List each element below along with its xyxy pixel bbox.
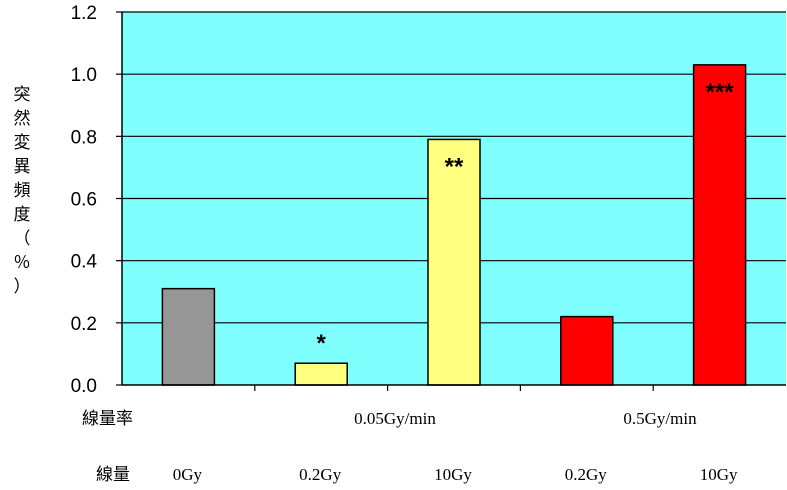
y-tick-label: 0.6	[71, 190, 97, 211]
significance-marker: ***	[706, 79, 735, 106]
y-axis-label-char: 変	[14, 133, 31, 153]
y-axis-label-char: ％	[14, 253, 31, 273]
y-axis-label-char: 然	[14, 109, 31, 129]
y-axis-label-char: （	[14, 229, 31, 249]
dose-label: 0.2Gy	[299, 465, 342, 484]
significance-markers: ******	[317, 79, 735, 357]
dose-label: 10Gy	[700, 465, 738, 484]
y-tick-label: 0.0	[71, 376, 97, 397]
significance-marker: *	[317, 330, 327, 357]
y-tick-label: 0.8	[71, 127, 97, 148]
dose-label: 10Gy	[434, 465, 472, 484]
y-tick-label: 1.2	[71, 3, 97, 24]
y-tick-label: 0.4	[71, 252, 98, 273]
y-axis-tick-labels: 0.0 0.2 0.4 0.6 0.8 1.0 1.2	[71, 3, 122, 397]
significance-marker: **	[445, 153, 464, 180]
bar	[560, 315, 614, 386]
dose-row-label: 線量	[96, 465, 130, 485]
y-axis-label-char: 異	[14, 157, 31, 177]
y-tick-label: 0.2	[71, 314, 97, 335]
bars	[161, 64, 747, 386]
x-axis-ticks	[254, 385, 654, 391]
dose-labels: 0Gy 0.2Gy 10Gy 0.2Gy 10Gy	[173, 465, 738, 484]
y-axis-label-char: 度	[14, 205, 31, 225]
dose-rate-label-high: 0.5Gy/min	[623, 409, 697, 428]
bar	[692, 64, 747, 386]
bar	[161, 287, 216, 386]
dose-label: 0.2Gy	[565, 465, 608, 484]
y-tick-label: 1.0	[71, 65, 97, 86]
dose-label: 0Gy	[173, 465, 203, 484]
bar	[427, 138, 481, 386]
dose-rate-row-label: 線量率	[82, 409, 133, 429]
dose-rate-label-low: 0.05Gy/min	[354, 409, 436, 428]
y-axis-label-char: 突	[14, 85, 31, 105]
bar	[294, 362, 348, 386]
y-axis-label-char: ）	[14, 277, 31, 297]
y-axis-label-char: 頻	[14, 181, 31, 201]
